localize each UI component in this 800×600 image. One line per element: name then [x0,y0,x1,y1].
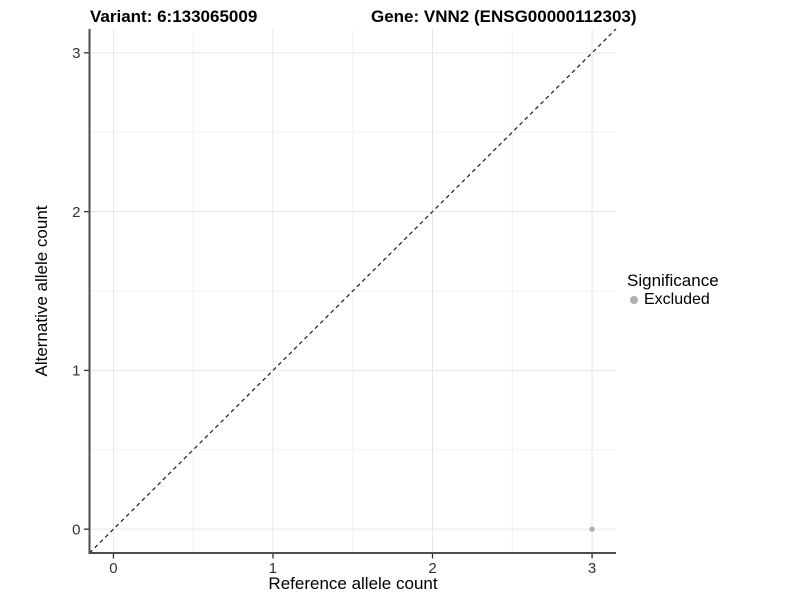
y-tick-label: 2 [72,204,80,221]
x-axis-title: Reference allele count [268,574,438,593]
identity-reference-line [89,28,617,554]
x-tick-label: 2 [428,560,436,577]
y-tick-label: 3 [72,45,80,62]
plot-title-gene: Gene: VNN2 (ENSG00000112303) [371,7,637,26]
legend: Significance Excluded [627,271,719,309]
legend-item: Excluded [627,290,719,309]
legend-title: Significance [627,271,719,290]
data-point [589,526,595,532]
y-axis-title: Alternative allele count [32,205,51,377]
x-tick-label: 0 [109,560,117,577]
legend-items: Excluded [627,290,719,309]
plot-title-variant: Variant: 6:133065009 [90,7,258,26]
x-tick-label: 1 [269,560,277,577]
x-tick-label: 3 [588,560,596,577]
legend-item-label: Excluded [644,291,710,308]
y-tick-label: 1 [72,363,80,380]
legend-dot-icon [630,295,638,304]
y-tick-label: 0 [72,521,80,538]
